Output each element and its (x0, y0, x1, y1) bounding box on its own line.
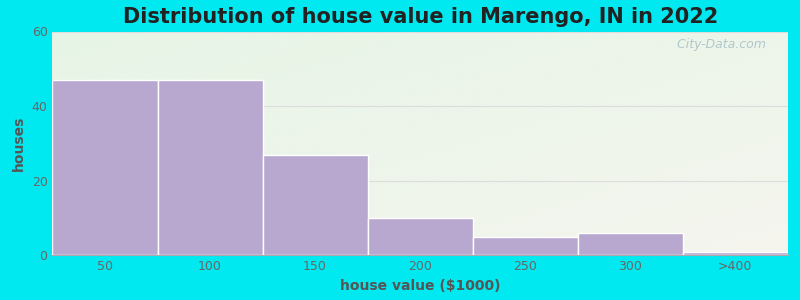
Bar (158, 80, 262, 255)
Y-axis label: houses: houses (12, 116, 26, 171)
Title: Distribution of house value in Marengo, IN in 2022: Distribution of house value in Marengo, … (122, 7, 718, 27)
Bar (473, 237, 578, 255)
Bar (368, 218, 473, 255)
Bar (262, 155, 368, 255)
Bar (53, 80, 158, 255)
Bar (682, 252, 788, 255)
Bar (578, 233, 682, 255)
Text: City-Data.com: City-Data.com (673, 38, 766, 51)
X-axis label: house value ($1000): house value ($1000) (340, 279, 500, 293)
